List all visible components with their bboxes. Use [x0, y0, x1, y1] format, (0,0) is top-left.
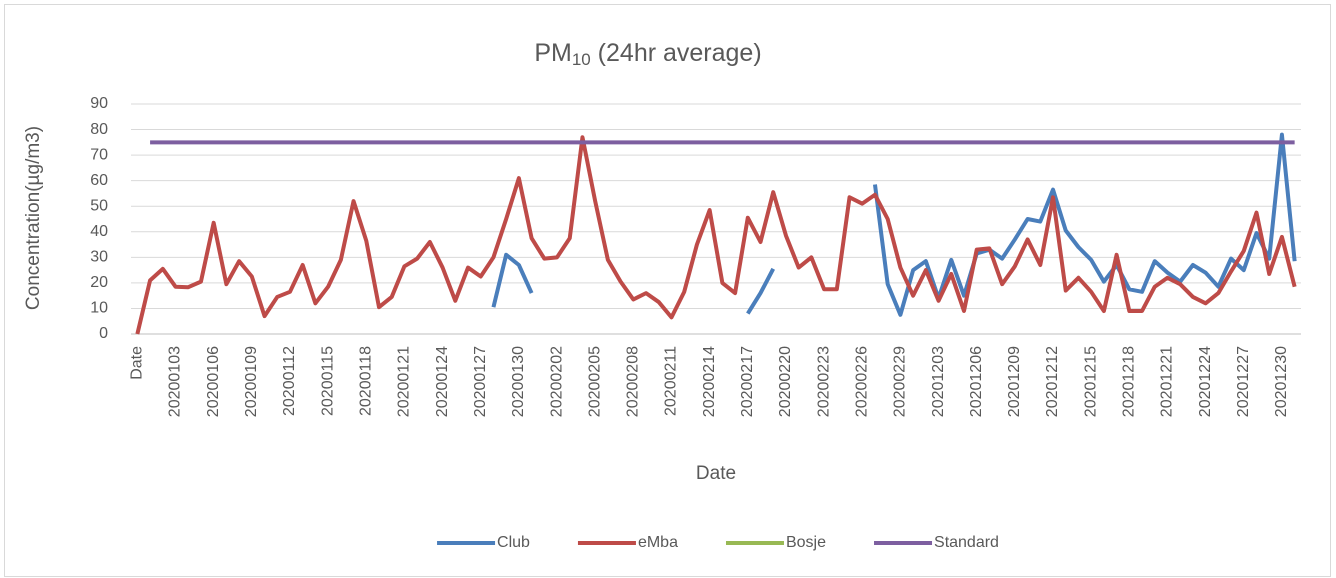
x-tick-label: 20200124	[434, 346, 451, 417]
x-tick-label: 20200226	[853, 346, 870, 417]
title-rest: (24hr average)	[591, 39, 762, 67]
y-tick-label: 20	[90, 274, 108, 291]
x-tick-label: 20200109	[243, 346, 260, 417]
x-tick-label: 20201227	[1235, 346, 1252, 417]
x-tick-label: 20200211	[663, 346, 680, 416]
x-tick-label: 20201209	[1006, 346, 1023, 417]
x-tick-label: 20201212	[1044, 346, 1061, 417]
x-tick-label: 20201221	[1159, 346, 1176, 417]
series-line	[491, 132, 1297, 317]
x-tick-label: 20200106	[205, 346, 222, 417]
x-tick-label: Date	[129, 346, 146, 380]
x-tick-label: 20200223	[815, 346, 832, 417]
x-tick-label: 20200229	[892, 346, 909, 417]
x-tick-label: 20200121	[396, 346, 413, 417]
x-axis-label: Date	[696, 463, 736, 484]
y-tick-label: 50	[90, 197, 108, 214]
x-tick-label: 20201203	[930, 346, 947, 417]
x-tick-label: 20200208	[625, 346, 642, 417]
y-tick-label: 90	[90, 95, 108, 112]
x-tick-label: 20201224	[1197, 346, 1214, 417]
title-main: PM	[534, 39, 572, 67]
x-tick-label: 20200217	[739, 346, 756, 417]
x-tick-label: 20200220	[777, 346, 794, 417]
x-tick-label: 20201206	[968, 346, 985, 417]
x-tick-label: 20200115	[319, 346, 336, 416]
x-tick-label: 20201230	[1273, 346, 1290, 417]
legend-label: eMba	[638, 534, 678, 551]
y-tick-label: 70	[90, 146, 108, 163]
x-tick-label: 20200205	[586, 346, 603, 417]
title-subscript: 10	[572, 50, 591, 69]
x-tick-label: 20200130	[510, 346, 527, 417]
legend: Club eMba Bosje Standard	[437, 534, 999, 551]
y-tick-label: 60	[90, 172, 108, 189]
legend-label: Bosje	[786, 534, 826, 551]
x-tick-label: 20201215	[1082, 346, 1099, 417]
x-tick-label: 20200127	[472, 346, 489, 417]
series-line	[135, 135, 1297, 335]
x-tick-label: 20200202	[548, 346, 565, 417]
y-tick-label: 80	[90, 121, 108, 138]
x-tick-label: 20200112	[281, 346, 298, 416]
x-tick-label: 20200214	[701, 346, 718, 417]
y-tick-label: 0	[99, 325, 108, 342]
y-tick-label: 30	[90, 249, 108, 266]
x-tick-label: 20200103	[167, 346, 184, 417]
x-tick-label: 20200118	[357, 346, 374, 416]
chart-title: PM10 (24hr average)	[534, 39, 761, 70]
legend-label: Club	[497, 534, 530, 551]
legend-label: Standard	[934, 534, 999, 551]
y-tick-label: 10	[90, 300, 108, 317]
y-tick-label: 40	[90, 223, 108, 240]
x-tick-label: 20201218	[1121, 346, 1138, 417]
y-axis-label: Concentration(µg/m3)	[23, 126, 44, 310]
